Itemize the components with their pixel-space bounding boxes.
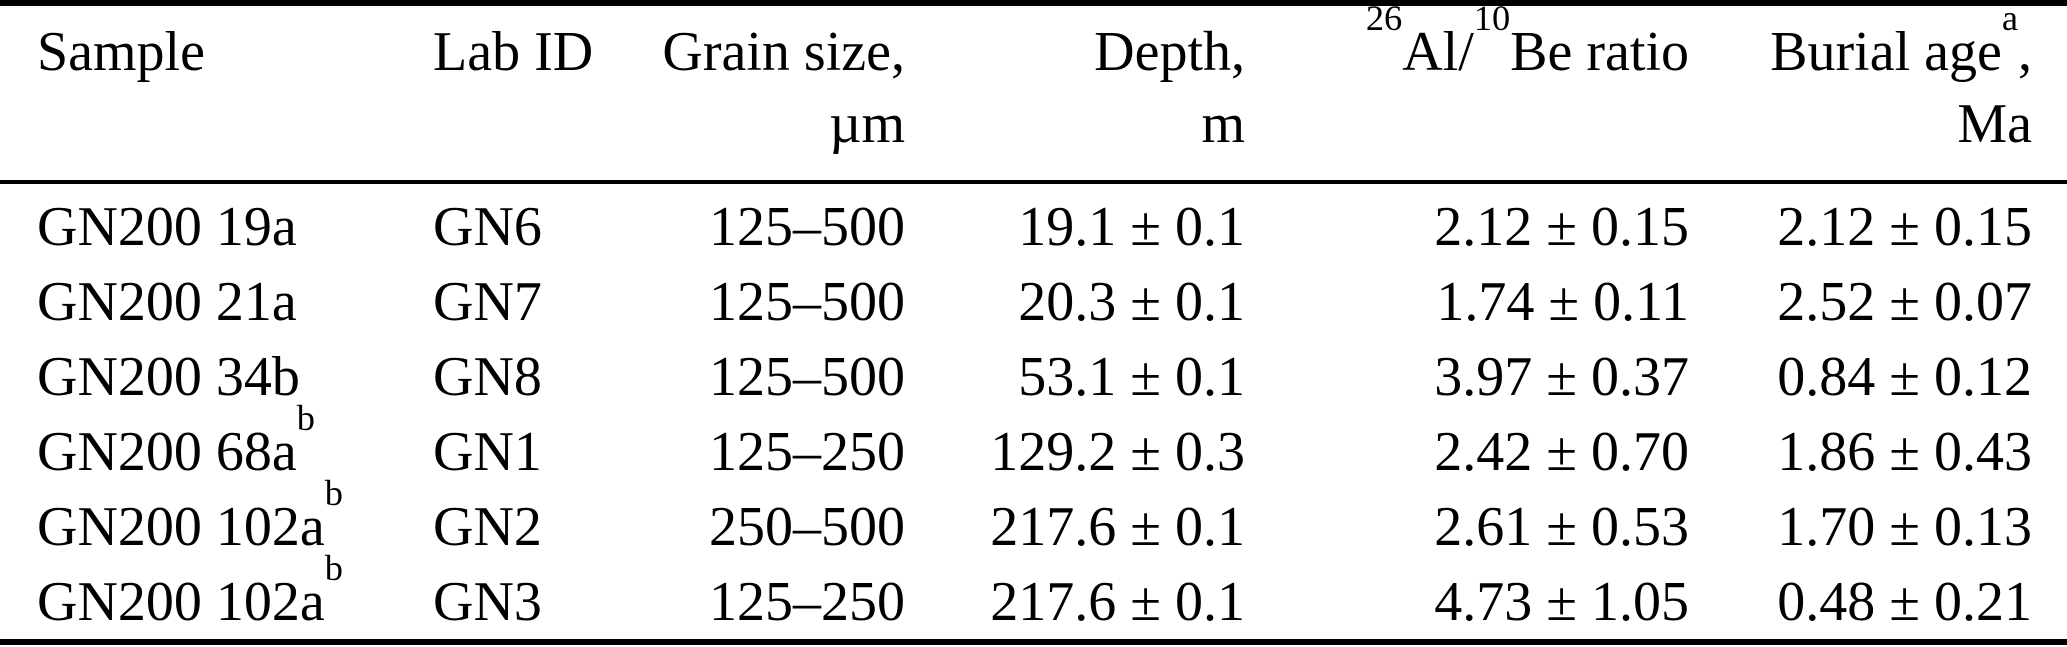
burial-age-header-line1: Burial agea, — [1689, 0, 2032, 88]
cell-grain-size: 125–250 — [709, 420, 905, 483]
cell-grain-size: 125–500 — [709, 346, 905, 409]
cell-grain-size: 250–500 — [709, 495, 905, 558]
cell-sample: GN200 21a — [0, 270, 433, 334]
be-ratio-text: Be ratio — [1510, 21, 1689, 83]
depth-header-unit: m — [1201, 93, 1245, 155]
column-header-burial-age: Burial agea, Ma — [1689, 0, 2067, 160]
cell-depth: 129.2 ± 0.3 — [990, 420, 1245, 483]
sample-text: GN200 102a — [37, 570, 325, 633]
cell-lab-id: GN3 — [433, 570, 542, 633]
burial-age-header-unit: Ma — [1957, 93, 2032, 155]
cell-al-be-ratio: 2.42 ± 0.70 — [1434, 420, 1689, 483]
depth-header-line1: Depth, — [1094, 21, 1245, 83]
cell-al-be-ratio: 1.74 ± 0.11 — [1436, 271, 1689, 334]
cell-lab-id: GN1 — [433, 420, 542, 483]
sample-text: GN200 34b — [37, 346, 300, 409]
burial-age-comma: , — [2018, 21, 2032, 83]
column-header-lab-id: Lab ID — [433, 16, 640, 160]
column-header-lab-id-label: Lab ID — [433, 21, 594, 83]
table-header-rule — [0, 180, 2067, 184]
cell-lab-id: GN6 — [433, 196, 542, 259]
cell-depth: 19.1 ± 0.1 — [1018, 196, 1245, 259]
cell-lab-id: GN8 — [433, 346, 542, 409]
grain-size-header-unit: µm — [829, 93, 905, 155]
cell-al-be-ratio: 2.61 ± 0.53 — [1434, 495, 1689, 558]
cell-burial-age: 0.48 ± 0.21 — [1777, 570, 2032, 633]
column-header-sample: Sample — [0, 16, 433, 160]
column-header-sample-label: Sample — [37, 21, 205, 83]
cell-burial-age: 1.86 ± 0.43 — [1777, 420, 2032, 483]
al-slash-text: Al/ — [1402, 21, 1474, 83]
cell-al-be-ratio: 4.73 ± 1.05 — [1434, 570, 1689, 633]
cell-sample: GN200 102ab — [0, 550, 433, 634]
cell-depth: 217.6 ± 0.1 — [990, 495, 1245, 558]
cell-sample: GN200 34b — [0, 345, 433, 409]
cell-al-be-ratio: 2.12 ± 0.15 — [1434, 196, 1689, 259]
al-isotope-superscript: 26 — [1365, 0, 1403, 39]
sample-footnote-superscript: b — [296, 398, 315, 439]
al-be-ratio-header-line: 26Al/10Be ratio — [1245, 0, 1689, 88]
table-header-row: Sample Lab ID Grain size, µm Depth, m 26… — [0, 0, 2067, 180]
burial-age-footnote-superscript: a — [2001, 0, 2018, 39]
column-header-grain-size: Grain size, µm — [640, 16, 905, 160]
cell-lab-id: GN2 — [433, 495, 542, 558]
cell-burial-age: 2.12 ± 0.15 — [1777, 196, 2032, 259]
column-header-al-be-ratio: 26Al/10Be ratio — [1245, 0, 1689, 160]
sample-text: GN200 19a — [37, 196, 297, 259]
cell-lab-id: GN7 — [433, 271, 542, 334]
sample-footnote-superscript: b — [324, 473, 343, 514]
burial-age-text: Burial age — [1770, 21, 2002, 83]
cell-depth: 20.3 ± 0.1 — [1018, 271, 1245, 334]
column-header-depth: Depth, m — [905, 16, 1245, 160]
table-bottom-rule — [0, 639, 2067, 645]
cell-sample: GN200 68ab — [0, 400, 433, 484]
table-body: GN200 19a GN6 125–500 19.1 ± 0.1 2.12 ± … — [0, 184, 2067, 639]
cell-sample: GN200 102ab — [0, 475, 433, 559]
table-top-rule — [0, 0, 2067, 6]
cell-depth: 53.1 ± 0.1 — [1018, 346, 1245, 409]
cell-burial-age: 1.70 ± 0.13 — [1777, 495, 2032, 558]
sample-text: GN200 68a — [37, 420, 297, 483]
cell-grain-size: 125–500 — [709, 271, 905, 334]
cell-grain-size: 125–500 — [709, 196, 905, 259]
cell-sample: GN200 19a — [0, 195, 433, 259]
sample-text: GN200 21a — [37, 271, 297, 334]
sample-footnote-superscript: b — [324, 547, 343, 588]
be-isotope-superscript: 10 — [1473, 0, 1511, 39]
cell-al-be-ratio: 3.97 ± 0.37 — [1434, 346, 1689, 409]
cell-burial-age: 0.84 ± 0.12 — [1777, 346, 2032, 409]
cell-burial-age: 2.52 ± 0.07 — [1777, 271, 2032, 334]
grain-size-header-line1: Grain size, — [662, 21, 905, 83]
cell-depth: 217.6 ± 0.1 — [990, 570, 1245, 633]
sample-text: GN200 102a — [37, 495, 325, 558]
cell-grain-size: 125–250 — [709, 570, 905, 633]
